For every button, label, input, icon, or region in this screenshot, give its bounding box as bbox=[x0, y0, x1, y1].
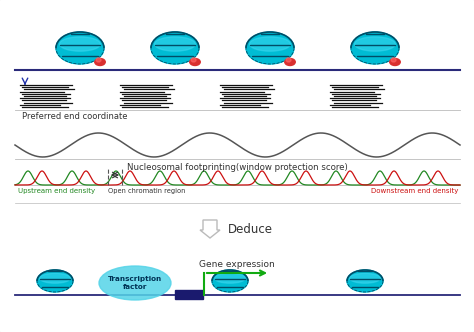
Text: Downstream end density: Downstream end density bbox=[371, 188, 458, 194]
Ellipse shape bbox=[250, 37, 291, 51]
Ellipse shape bbox=[350, 273, 380, 283]
Ellipse shape bbox=[212, 270, 248, 292]
Ellipse shape bbox=[99, 266, 171, 300]
Ellipse shape bbox=[191, 58, 196, 62]
Text: Gene expression: Gene expression bbox=[199, 260, 275, 269]
Ellipse shape bbox=[56, 32, 104, 64]
Ellipse shape bbox=[95, 58, 105, 65]
Ellipse shape bbox=[151, 32, 199, 64]
Ellipse shape bbox=[347, 270, 383, 292]
Ellipse shape bbox=[155, 37, 195, 51]
Ellipse shape bbox=[190, 58, 200, 65]
Ellipse shape bbox=[351, 32, 399, 64]
Ellipse shape bbox=[40, 273, 70, 283]
Text: Upstream end density: Upstream end density bbox=[18, 188, 95, 194]
Text: Open chromatin region: Open chromatin region bbox=[108, 188, 185, 194]
Text: Preferred end coordinate: Preferred end coordinate bbox=[22, 112, 128, 121]
Ellipse shape bbox=[215, 273, 246, 283]
Ellipse shape bbox=[96, 58, 101, 62]
Ellipse shape bbox=[355, 37, 395, 51]
Text: Nucleosomal footprinting(window protection score): Nucleosomal footprinting(window protecti… bbox=[127, 163, 347, 172]
FancyArrow shape bbox=[200, 220, 220, 238]
Ellipse shape bbox=[286, 58, 291, 62]
Text: Deduce: Deduce bbox=[228, 222, 273, 235]
Text: Transcription
factor: Transcription factor bbox=[108, 276, 162, 290]
Ellipse shape bbox=[285, 58, 295, 65]
Ellipse shape bbox=[246, 32, 294, 64]
Bar bbox=[175, 290, 203, 299]
Ellipse shape bbox=[390, 58, 400, 65]
Ellipse shape bbox=[60, 37, 100, 51]
Ellipse shape bbox=[391, 58, 396, 62]
Ellipse shape bbox=[37, 270, 73, 292]
